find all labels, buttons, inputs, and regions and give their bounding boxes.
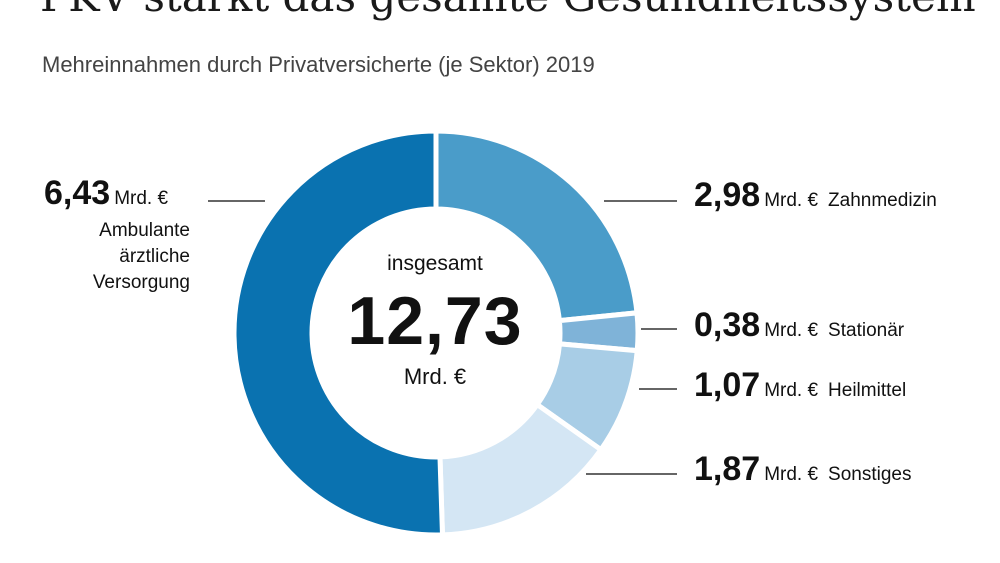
center-total: 12,73 <box>347 283 523 359</box>
label-zahnmedizin-unit: Mrd. € <box>764 190 819 211</box>
label-zahnmedizin-category: Zahnmedizin <box>828 190 937 211</box>
label-stationaer: 0,38 Mrd. € Stationär <box>694 306 904 345</box>
label-stationaer-unit: Mrd. € <box>764 320 819 341</box>
label-heilmittel-category: Heilmittel <box>828 380 907 401</box>
label-ambulant: 6,43 Mrd. € <box>44 174 168 213</box>
label-sonstiges: 1,87 Mrd. € Sonstiges <box>694 450 912 489</box>
donut-slice-0 <box>433 128 640 324</box>
chart-title: PKV stärkt das gesamte Gesundheitssystem <box>40 0 976 21</box>
label-ambulant-line-1: Ambulante <box>99 220 190 241</box>
donut-slice-4 <box>231 128 446 538</box>
label-ambulant-category: Ambulante ärztliche Versorgung <box>60 218 190 296</box>
label-sonstiges-category: Sonstiges <box>828 464 912 485</box>
label-sonstiges-value: 1,87 <box>694 450 761 488</box>
label-stationaer-value: 0,38 <box>694 306 761 344</box>
label-ambulant-line-3: Versorgung <box>92 272 190 293</box>
label-ambulant-unit: Mrd. € <box>114 188 169 209</box>
label-heilmittel-unit: Mrd. € <box>764 380 819 401</box>
label-heilmittel-value: 1,07 <box>694 366 761 404</box>
label-zahnmedizin-value: 2,98 <box>694 176 761 214</box>
label-sonstiges-unit: Mrd. € <box>764 464 819 485</box>
label-zahnmedizin: 2,98 Mrd. € Zahnmedizin <box>694 176 937 215</box>
center-caption: insgesamt <box>387 252 483 275</box>
center-unit: Mrd. € <box>403 364 467 389</box>
chart-subtitle: Mehreinnahmen durch Privatversicherte (j… <box>42 52 595 77</box>
label-heilmittel: 1,07 Mrd. € Heilmittel <box>694 366 906 405</box>
label-ambulant-line-2: ärztliche <box>119 246 190 267</box>
label-ambulant-value: 6,43 <box>44 174 111 212</box>
label-stationaer-category: Stationär <box>828 320 905 341</box>
